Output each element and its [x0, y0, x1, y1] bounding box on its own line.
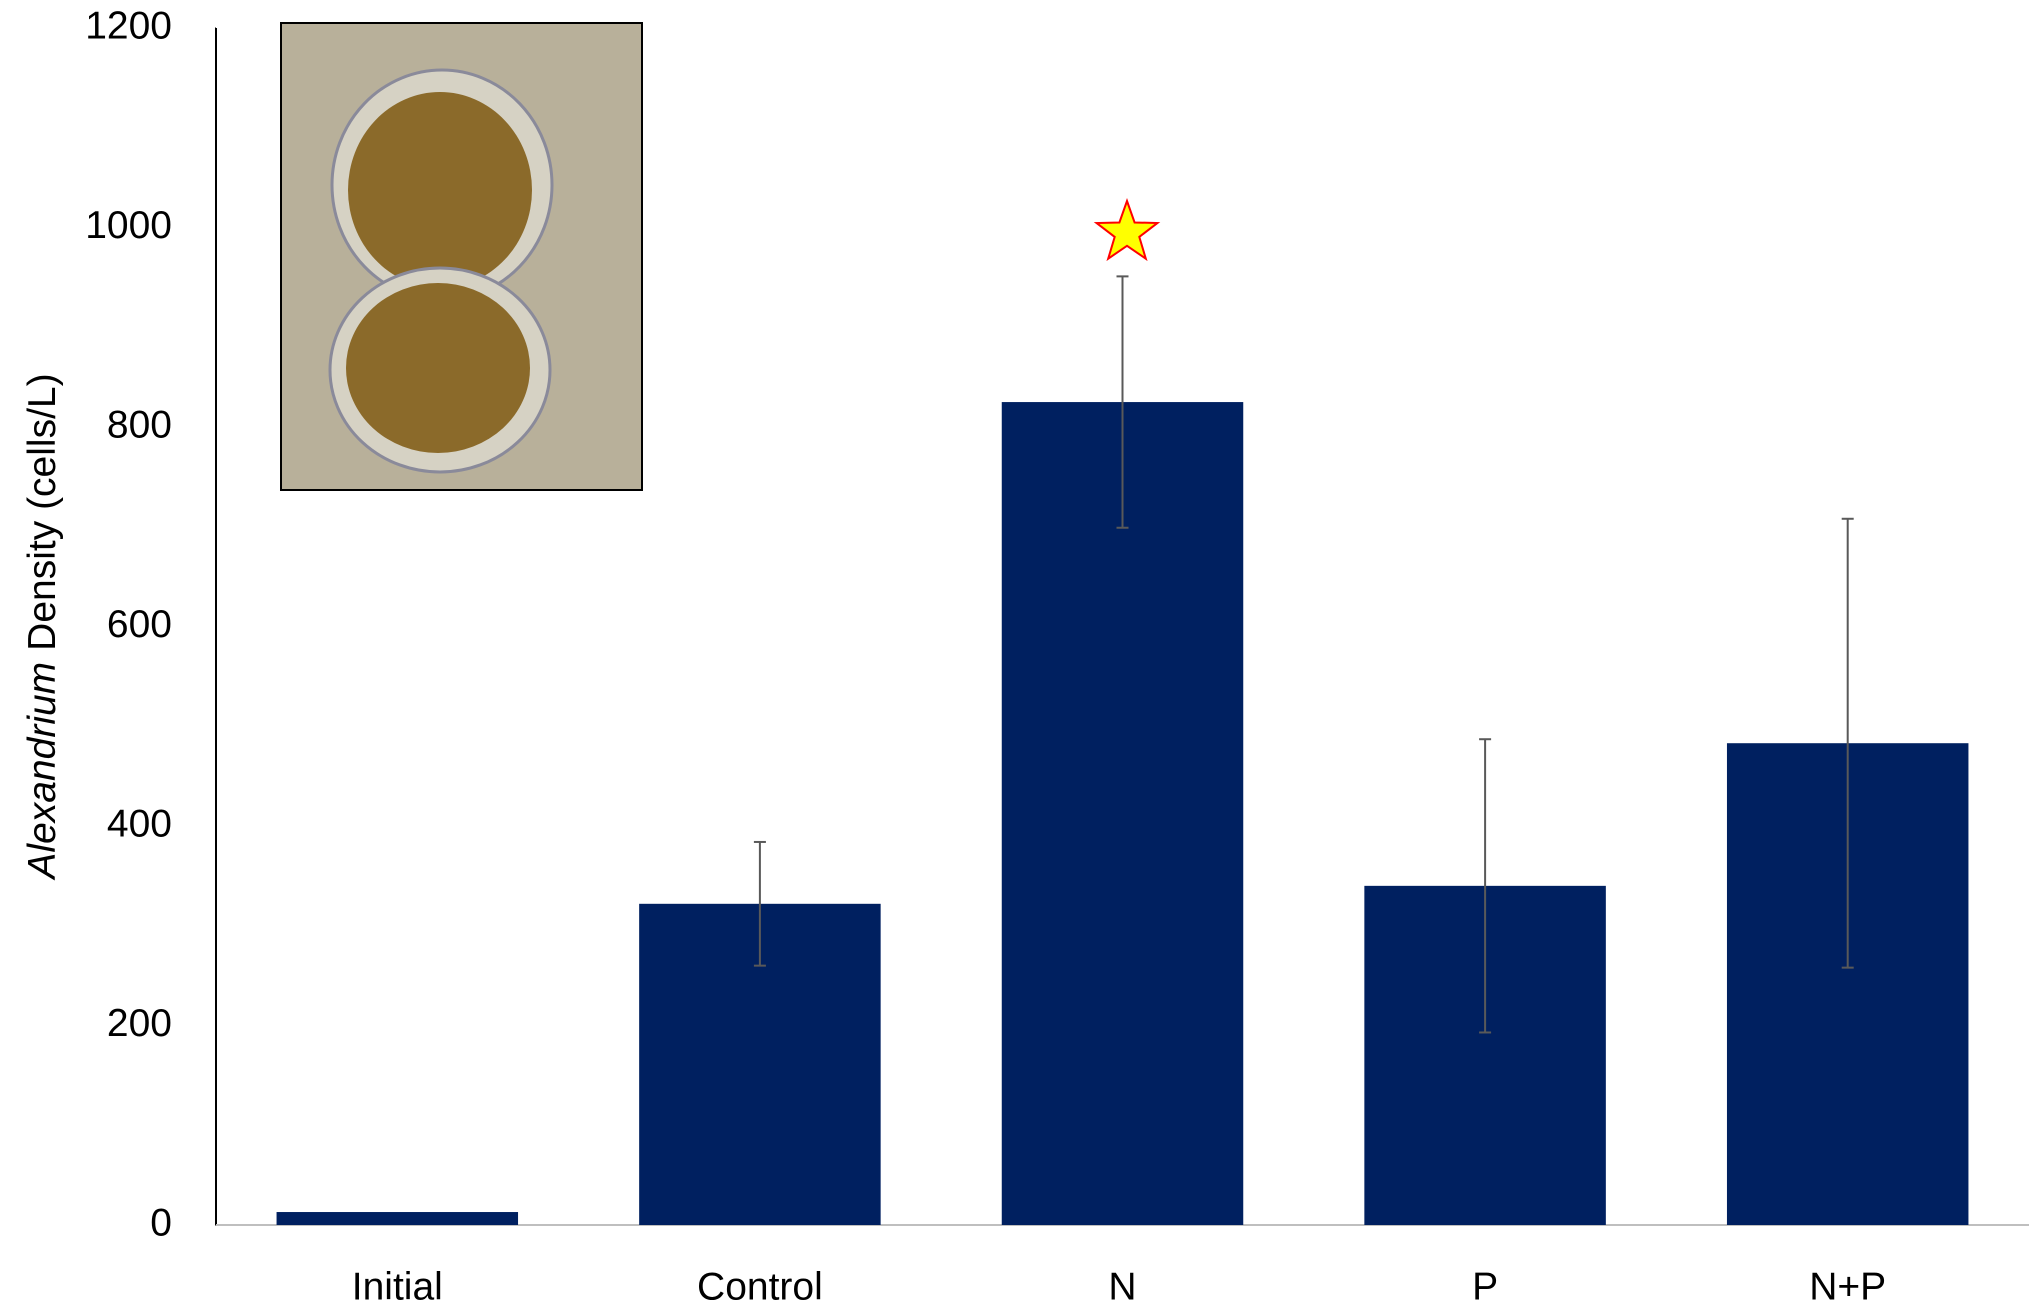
y-tick-label: 600 — [107, 603, 172, 646]
x-tick-label: N+P — [1809, 1265, 1886, 1308]
cell-body — [348, 92, 532, 288]
x-tick-label: P — [1472, 1265, 1498, 1308]
y-tick-label: 400 — [107, 802, 172, 845]
error-bar — [753, 840, 766, 967]
x-tick-label: N — [1108, 1265, 1136, 1308]
y-tick-label: 1200 — [85, 4, 172, 47]
error-bar — [1841, 517, 1854, 969]
y-axis-title-italic: Alexandrium — [21, 662, 64, 881]
y-axis-title: Alexandrium Density (cells/L) — [21, 373, 64, 880]
cell-body — [346, 283, 530, 453]
x-tick-label: Initial — [352, 1265, 443, 1308]
bar — [1001, 402, 1244, 1225]
x-tick-label: Control — [697, 1265, 823, 1308]
inset-photo — [280, 22, 643, 491]
error-bar — [1116, 275, 1129, 529]
y-tick-label: 0 — [150, 1201, 172, 1244]
y-axis-title-rest: Density (cells/L) — [21, 373, 64, 650]
y-tick-label: 800 — [107, 403, 172, 446]
y-tick-label: 1000 — [85, 204, 172, 247]
error-bar — [1479, 738, 1492, 1034]
significance-star — [1093, 197, 1161, 262]
bar — [276, 1212, 519, 1225]
y-tick-label: 200 — [107, 1002, 172, 1045]
